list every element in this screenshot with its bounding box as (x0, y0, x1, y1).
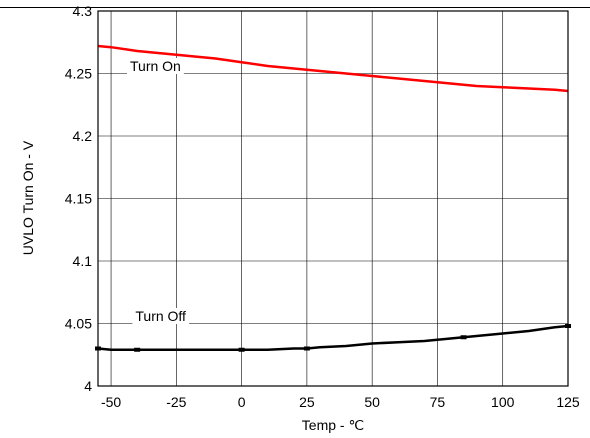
series-line-turn-off (97, 324, 569, 352)
annotation-background (132, 308, 190, 324)
x-tick-label: -50 (101, 394, 121, 410)
annotation-background (127, 58, 184, 74)
x-tick-label: 75 (430, 394, 446, 410)
y-tick-label: 4.3 (73, 3, 93, 19)
y-tick-label: 4.1 (73, 253, 93, 269)
x-axis-title: Temp - ℃ (302, 417, 364, 433)
x-tick-label: 100 (491, 394, 515, 410)
series-layer (95, 44, 571, 352)
x-tick-label: 125 (556, 394, 580, 410)
series-line-turn-on (97, 44, 569, 93)
series-annotation: Turn Off (135, 308, 186, 324)
plot-frame (97, 10, 569, 387)
x-tick-label: 0 (238, 394, 246, 410)
label-layer: Turn On Turn Off (127, 58, 190, 324)
data-point-marker (134, 347, 141, 352)
data-point-marker (238, 347, 245, 352)
x-tick-label: 50 (364, 394, 380, 410)
data-point-marker (460, 335, 467, 340)
series-annotation: Turn On (130, 58, 181, 74)
y-tick-label: 4.15 (65, 191, 92, 207)
y-tick-label: 4.25 (65, 66, 92, 82)
y-tick-label: 4 (84, 378, 92, 394)
tick-layer: -50 -25 0 25 50 75 100 125 4 4.05 4.1 4.15 4.2 4.25 4.… (65, 3, 580, 410)
y-tick-label: 4.2 (73, 128, 93, 144)
y-tick-label: 4.05 (65, 316, 92, 332)
y-axis-title: UVLO Turn On - V (20, 140, 36, 255)
x-tick-label: 25 (299, 394, 315, 410)
data-point-marker (303, 346, 310, 351)
x-tick-label: -25 (166, 394, 186, 410)
